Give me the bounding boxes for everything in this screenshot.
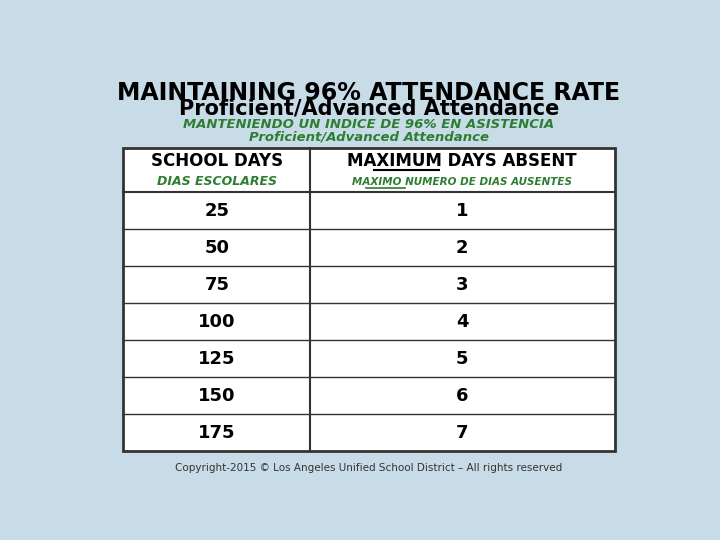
Text: MANTENIENDO UN INDICE DE 96% EN ASISTENCIA: MANTENIENDO UN INDICE DE 96% EN ASISTENC…	[184, 118, 554, 131]
Text: Copyright-2015 © Los Angeles Unified School District – All rights reserved: Copyright-2015 © Los Angeles Unified Sch…	[176, 463, 562, 473]
Text: 5: 5	[456, 350, 469, 368]
Text: MAINTAINING 96% ATTENDANCE RATE: MAINTAINING 96% ATTENDANCE RATE	[117, 82, 621, 105]
Text: 125: 125	[198, 350, 235, 368]
Text: 100: 100	[198, 313, 235, 330]
Text: 175: 175	[198, 424, 235, 442]
Text: 1: 1	[456, 201, 469, 219]
Text: 2: 2	[456, 239, 469, 256]
Text: SCHOOL DAYS: SCHOOL DAYS	[150, 152, 283, 170]
Text: MAXIMUM DAYS ABSENT: MAXIMUM DAYS ABSENT	[348, 152, 577, 170]
Text: DIAS ESCOLARES: DIAS ESCOLARES	[157, 175, 276, 188]
Text: 25: 25	[204, 201, 229, 219]
Text: 50: 50	[204, 239, 229, 256]
Text: Proficient/Advanced Attendance: Proficient/Advanced Attendance	[249, 130, 489, 143]
Text: 150: 150	[198, 387, 235, 405]
Text: 75: 75	[204, 275, 229, 294]
Text: Proficient/Advanced Attendance: Proficient/Advanced Attendance	[179, 99, 559, 119]
Text: 7: 7	[456, 424, 469, 442]
Text: MAXIMO NUMERO DE DIAS AUSENTES: MAXIMO NUMERO DE DIAS AUSENTES	[352, 177, 572, 187]
Text: 3: 3	[456, 275, 469, 294]
FancyBboxPatch shape	[124, 148, 615, 451]
Text: 6: 6	[456, 387, 469, 405]
Text: 4: 4	[456, 313, 469, 330]
